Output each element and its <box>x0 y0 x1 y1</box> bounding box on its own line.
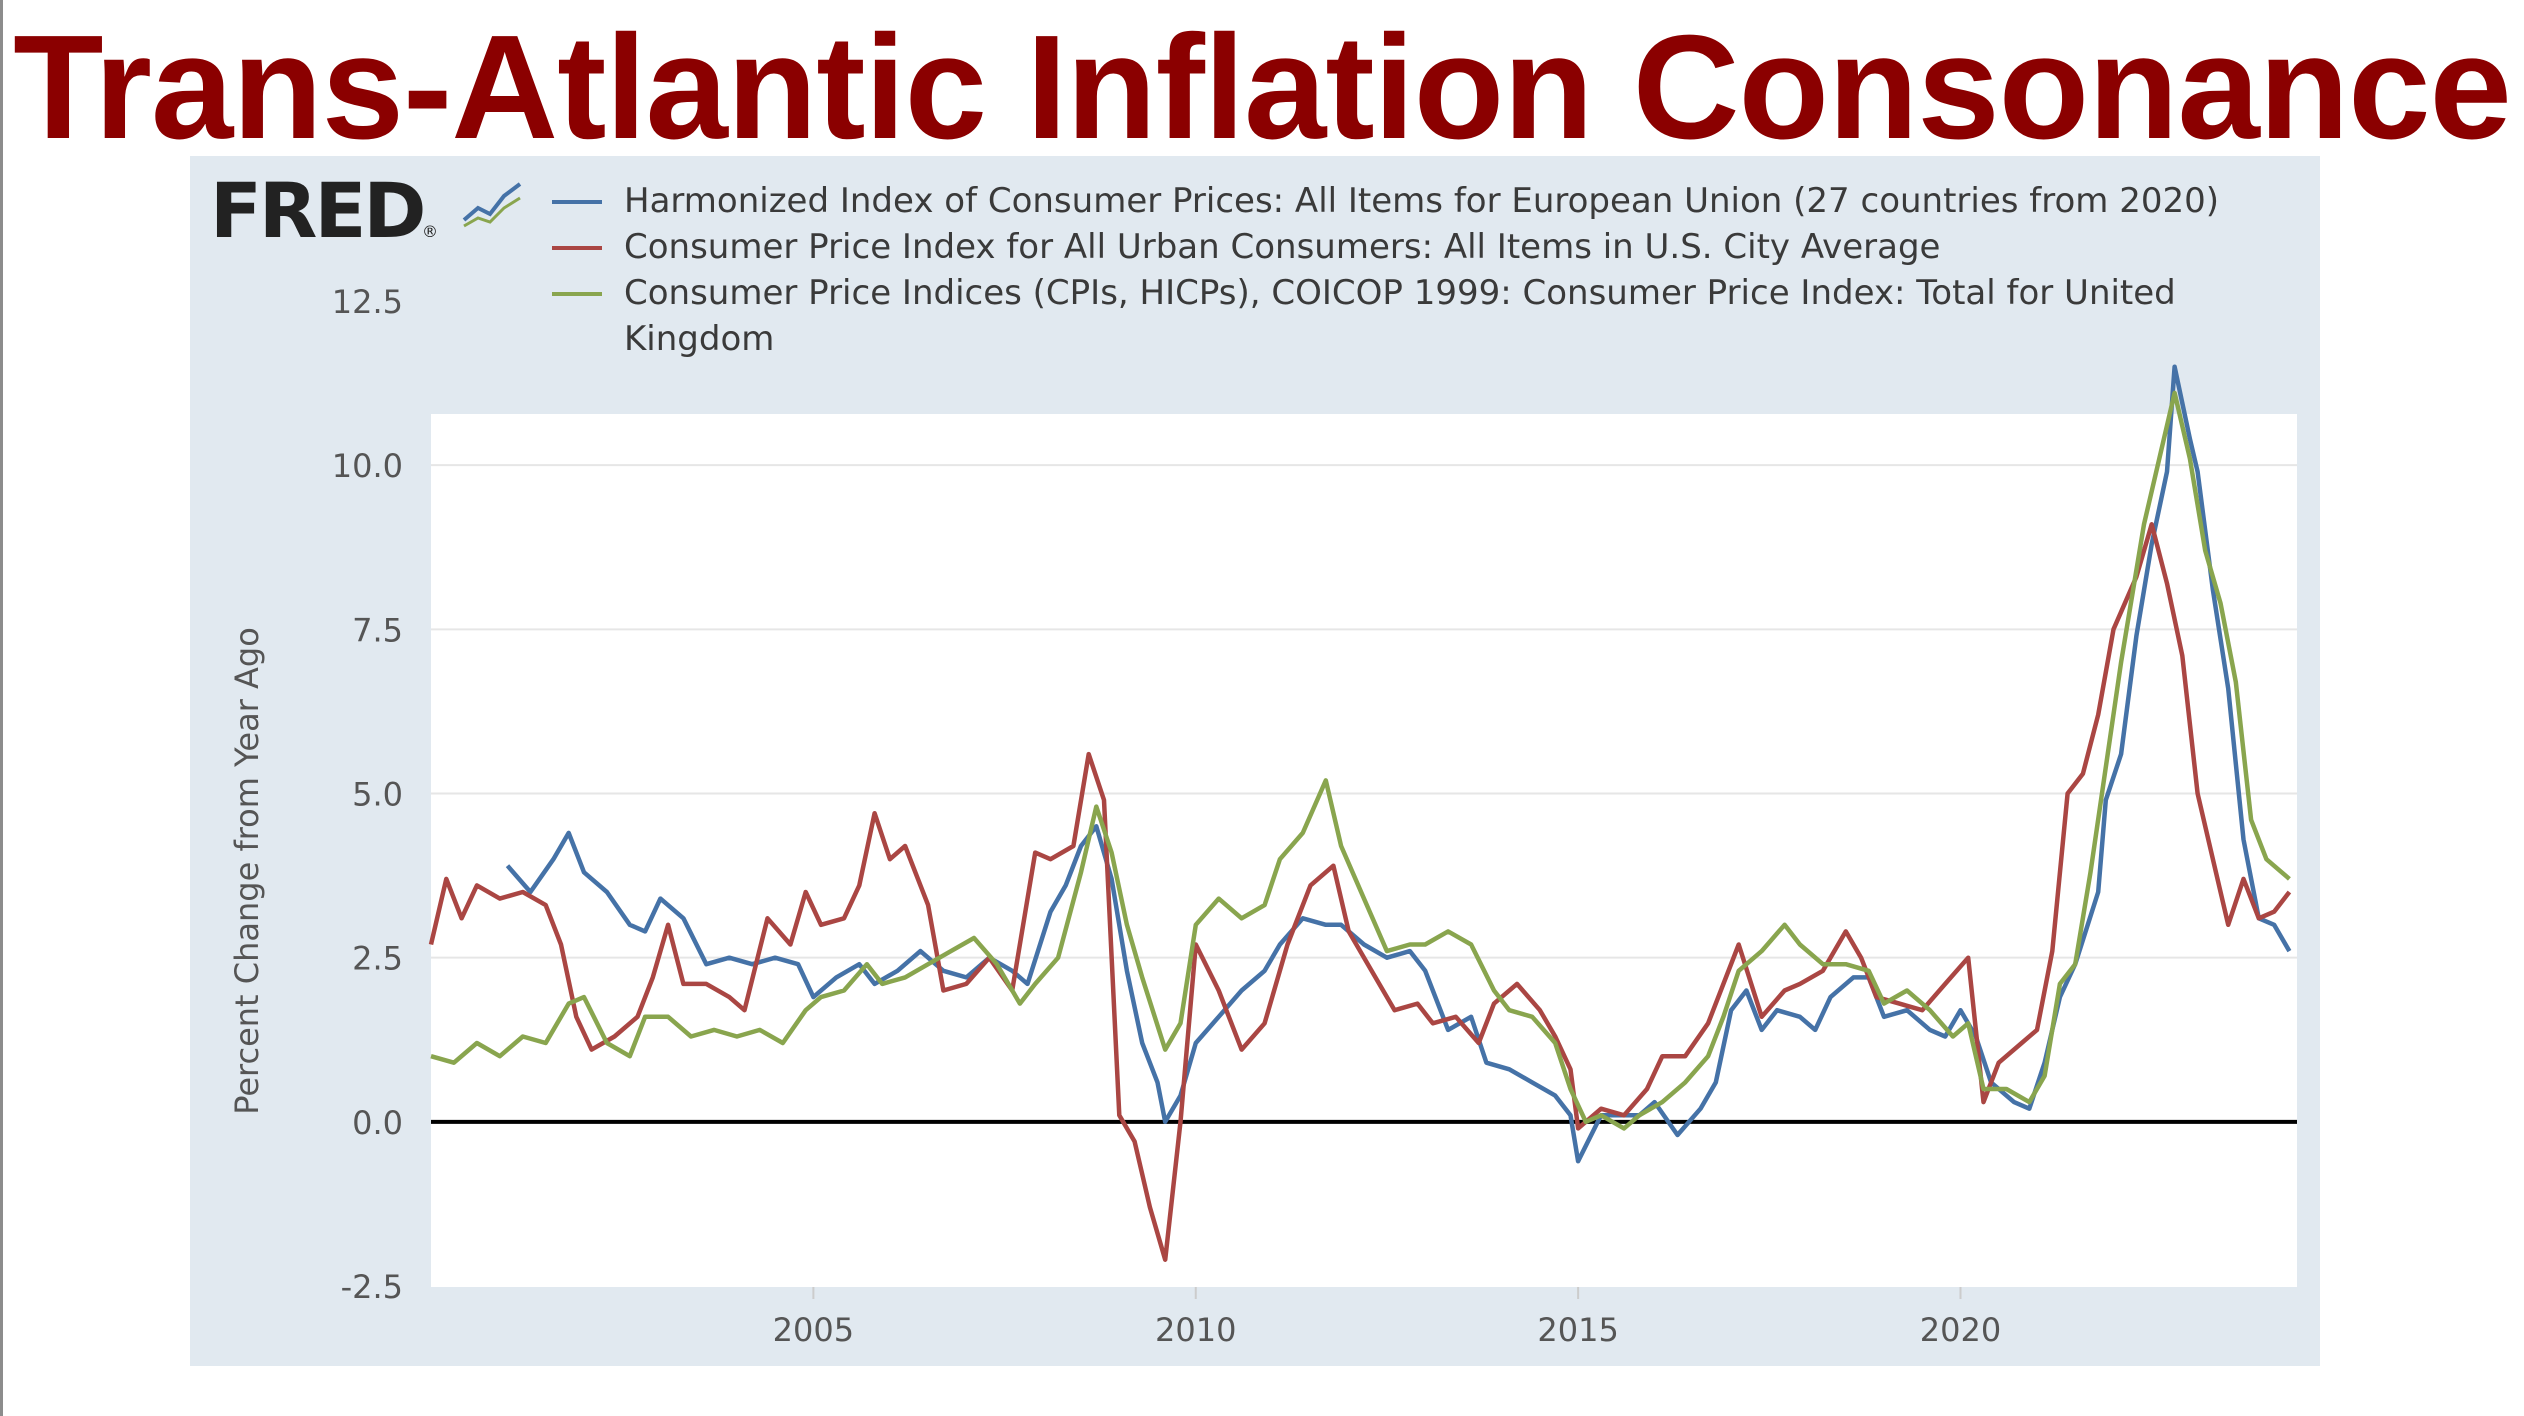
x-axis-ticks: 2005 2010 2015 2020 <box>773 1287 2001 1349</box>
y-tick-label: -2.5 <box>341 1268 403 1306</box>
y-tick-label: 2.5 <box>352 940 403 978</box>
legend-item-uk[interactable]: Consumer Price Indices (CPIs, HICPs), CO… <box>552 270 2252 362</box>
legend-item-eu[interactable]: Harmonized Index of Consumer Prices: All… <box>552 178 2252 224</box>
y-tick-label: 0.0 <box>352 1104 403 1142</box>
plot-area <box>431 414 2297 1287</box>
registered-mark-icon: ® <box>422 222 438 241</box>
legend-swatch-us <box>552 246 602 250</box>
legend-swatch-uk <box>552 292 602 296</box>
series-line-uk <box>430 390 2291 1131</box>
legend-label-eu: Harmonized Index of Consumer Prices: All… <box>624 181 2220 221</box>
legend-swatch-eu <box>552 200 602 204</box>
x-tick-label: 2020 <box>1920 1311 2001 1349</box>
fred-logo: FRED <box>210 166 426 255</box>
fred-chart-panel: FRED ® Harmonized Index of Consumer Pric… <box>190 156 2320 1366</box>
chart-legend: Harmonized Index of Consumer Prices: All… <box>552 178 2252 362</box>
legend-item-us[interactable]: Consumer Price Index for All Urban Consu… <box>552 224 2252 270</box>
x-tick-label: 2015 <box>1537 1311 1618 1349</box>
x-tick-label: 2005 <box>773 1311 854 1349</box>
y-tick-label: 12.5 <box>332 283 403 321</box>
line-chart: -2.5 0.0 2.5 5.0 7.5 10.0 12.5 2005 2010 2015 202… <box>228 283 2297 1349</box>
fred-line-chart-icon <box>460 174 526 230</box>
y-tick-label: 10.0 <box>332 447 403 485</box>
x-tick-label: 2010 <box>1155 1311 1236 1349</box>
series-lines <box>428 364 2292 1262</box>
y-axis-ticks: -2.5 0.0 2.5 5.0 7.5 10.0 12.5 <box>332 283 403 1306</box>
y-tick-label: 7.5 <box>352 611 403 649</box>
legend-label-us: Consumer Price Index for All Urban Consu… <box>624 227 1941 267</box>
y-tick-label: 5.0 <box>352 776 403 814</box>
series-line-us <box>428 522 2292 1262</box>
slide-title: Trans-Atlantic Inflation Consonance <box>13 5 2512 170</box>
legend-label-uk: Consumer Price Indices (CPIs, HICPs), CO… <box>624 273 2176 359</box>
slide-left-rule <box>0 0 3 1416</box>
y-axis-label: Percent Change from Year Ago <box>228 627 266 1115</box>
